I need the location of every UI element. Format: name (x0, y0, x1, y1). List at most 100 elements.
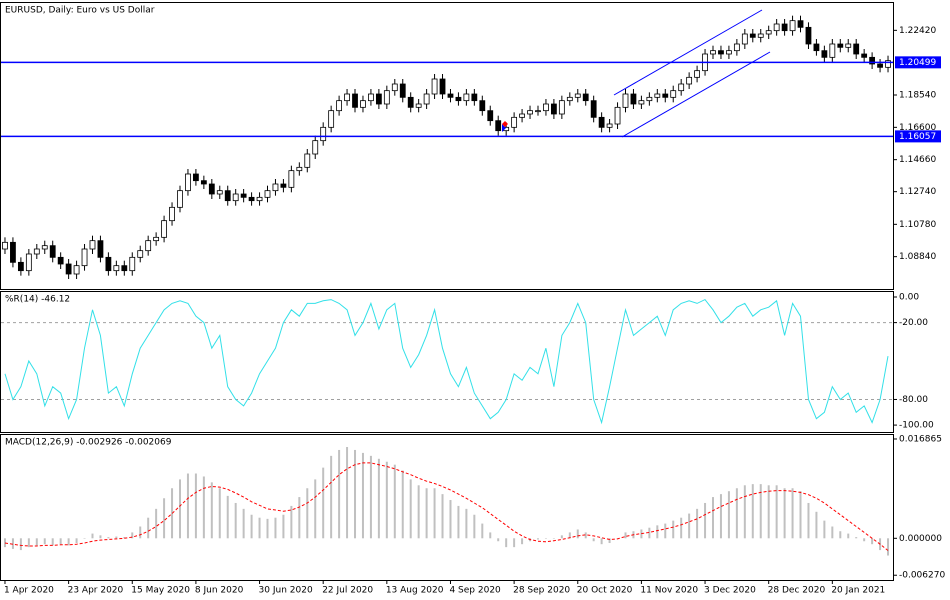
candle-body (511, 116, 518, 128)
macd-bar (282, 514, 285, 539)
candle-body (41, 245, 48, 250)
candle-body (65, 263, 72, 275)
macd-bar (210, 482, 213, 539)
candle-body (304, 153, 311, 168)
x-tick-label: 20 Oct 2020 (577, 586, 633, 596)
macd-bar (743, 485, 746, 539)
macd-bar (27, 538, 30, 548)
candle-body (383, 90, 390, 105)
macd-bar (568, 532, 571, 539)
candle-body (153, 236, 160, 242)
candle-body (527, 110, 533, 115)
candle-body (272, 183, 279, 192)
macd-bar (600, 538, 603, 545)
candle-body (57, 256, 64, 265)
macd-bar (449, 500, 452, 539)
macd-bar (823, 520, 826, 539)
macd-bar (863, 538, 866, 542)
macd-bar (35, 538, 38, 546)
candle-body (582, 93, 589, 102)
candle-body (718, 50, 724, 55)
macd-bar (441, 494, 444, 539)
candle-body (145, 240, 152, 252)
macd-bar (592, 538, 595, 542)
macd-bar (314, 479, 317, 539)
candle-body (375, 93, 382, 105)
macd-bar (274, 517, 277, 539)
candle-body (678, 83, 685, 92)
candle-body (662, 93, 669, 98)
macd-bar (465, 508, 468, 539)
candle-body (765, 30, 772, 35)
candle-body (407, 96, 414, 108)
y-tick-label: -100.00 (899, 421, 934, 431)
macd-bar (242, 508, 245, 539)
macd-bar (306, 488, 309, 539)
macd-bar (290, 505, 293, 539)
macd-bar (123, 537, 126, 539)
y-tick-label: -80.00 (899, 395, 928, 405)
candle-body (328, 110, 335, 128)
plot: EURUSD, Daily: Euro vs US Dollar 1.22420 1… (1, 6, 945, 596)
macd-bar (194, 473, 197, 539)
macd-bar (839, 531, 842, 539)
y-tick-label: 1.10780 (899, 220, 936, 230)
candle-body (97, 240, 104, 258)
macd-bar (59, 538, 62, 545)
macd-bar (489, 532, 492, 539)
macd-bar (51, 538, 54, 546)
candle-body (869, 56, 876, 65)
candle-body (861, 53, 868, 58)
candle-body (726, 50, 732, 55)
x-tick-label: 3 Dec 2020 (704, 586, 756, 596)
candle-body (598, 116, 605, 128)
candle-body (821, 50, 828, 58)
y-tick-label: 1.18540 (899, 91, 936, 101)
x-tick-label: 11 Nov 2020 (640, 586, 698, 596)
macd-bar (783, 488, 786, 539)
candle-body (25, 253, 32, 272)
candle-body (200, 180, 207, 185)
arrow-marker (502, 124, 506, 132)
candle-body (280, 183, 287, 188)
macd-bar (608, 538, 611, 544)
macd-bar (712, 497, 715, 539)
candle-body (336, 100, 343, 112)
channel-line (613, 9, 763, 96)
macd-bar (727, 491, 730, 539)
candle-body (399, 83, 406, 98)
x-tick-label: 28 Sep 2020 (513, 586, 570, 596)
candle-body (471, 93, 478, 102)
candle-body (312, 140, 319, 155)
wpr-line (4, 298, 889, 425)
macd-bar (11, 538, 14, 549)
macd-bar (552, 538, 555, 539)
candle-body (829, 43, 836, 58)
macd-bar (887, 538, 890, 556)
macd-bar (847, 533, 850, 539)
candle-body (670, 90, 677, 98)
candle-body (216, 190, 223, 195)
candle-body (590, 100, 597, 118)
candle-body (550, 103, 557, 115)
candle-body (105, 256, 112, 272)
candle-body (439, 78, 446, 95)
macd-bar (409, 479, 412, 539)
macd-bar (226, 495, 229, 539)
candle-body (773, 23, 780, 32)
macd-bar (433, 488, 436, 539)
macd-bar (401, 470, 404, 539)
candle-body (805, 26, 812, 45)
macd-bar (767, 485, 770, 539)
candle-body (177, 190, 183, 208)
candle-body (49, 245, 56, 258)
x-tick-label: 28 Dec 2020 (768, 586, 826, 596)
candle-body (352, 93, 358, 108)
candle-body (686, 76, 693, 85)
macd-bar (147, 517, 150, 539)
candle-body (73, 265, 80, 275)
candle-body (606, 123, 613, 128)
candle-body (614, 106, 621, 125)
candle-body (81, 248, 88, 267)
